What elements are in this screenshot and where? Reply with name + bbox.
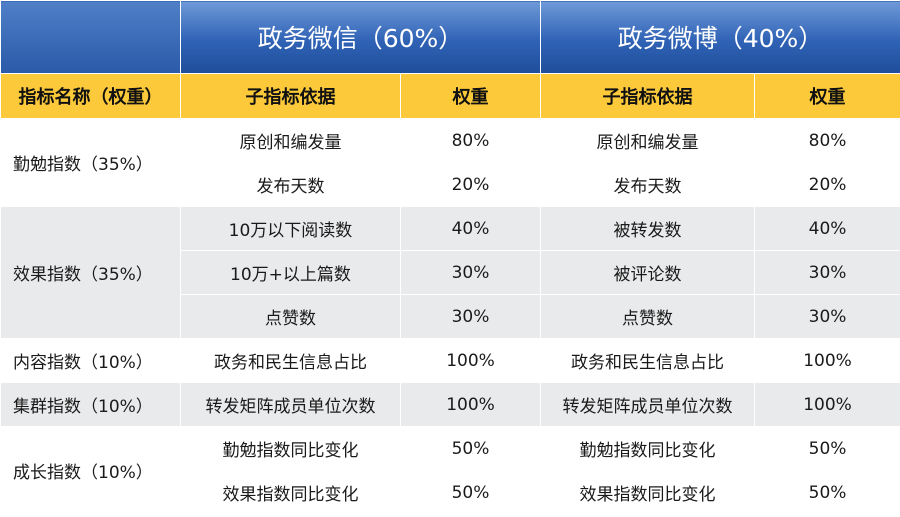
column-header-row: 指标名称（权重） 子指标依据 权重 子指标依据 权重 <box>0 73 900 119</box>
table-row: 勤勉指数（35%） 原创和编发量 80% 原创和编发量 80% <box>0 118 900 207</box>
wechat-sub-indicator: 效果指数同比变化 <box>180 470 401 515</box>
weibo-weight: 100% <box>754 382 900 427</box>
wechat-sub-indicator: 10万+以上篇数 <box>180 250 401 295</box>
weibo-weight: 30% <box>754 250 900 295</box>
wechat-sub-indicator: 政务和民生信息占比 <box>180 338 401 383</box>
wechat-weight: 30% <box>399 294 542 339</box>
table-row: 内容指数（10%） 政务和民生信息占比 100% 政务和民生信息占比 100% <box>0 338 900 383</box>
weibo-sub-indicator: 原创和编发量 <box>540 118 756 163</box>
weibo-weight: 30% <box>754 294 900 339</box>
wechat-weight: 100% <box>399 338 542 383</box>
table-row: 成长指数（10%） 勤勉指数同比变化 50% 勤勉指数同比变化 50% <box>0 426 900 515</box>
wechat-weight: 20% <box>399 162 542 207</box>
table-row: 效果指数（35%） 10万以下阅读数 40% 被转发数 40% <box>0 206 900 339</box>
group-name-effect: 效果指数（35%） <box>0 206 181 339</box>
weibo-sub-indicator: 转发矩阵成员单位次数 <box>540 382 756 427</box>
weibo-sub-indicator: 点赞数 <box>540 294 756 339</box>
wechat-basis-header: 子指标依据 <box>180 73 401 119</box>
wechat-sub-indicator: 勤勉指数同比变化 <box>180 426 401 471</box>
wechat-weight: 50% <box>399 470 542 515</box>
weibo-header: 政务微博（40%） <box>540 0 900 74</box>
wechat-weight: 50% <box>399 426 542 471</box>
wechat-weight: 30% <box>399 250 542 295</box>
table-row: 集群指数（10%） 转发矩阵成员单位次数 100% 转发矩阵成员单位次数 100… <box>0 382 900 427</box>
weibo-sub-indicator: 效果指数同比变化 <box>540 470 756 515</box>
indicator-name-header: 指标名称（权重） <box>0 73 181 119</box>
weibo-sub-indicator: 政务和民生信息占比 <box>540 338 756 383</box>
group-name-cluster: 集群指数（10%） <box>0 382 181 427</box>
wechat-weight: 40% <box>399 206 542 251</box>
platform-header-row: 政务微信（60%） 政务微博（40%） <box>0 0 900 74</box>
wechat-sub-indicator: 点赞数 <box>180 294 401 339</box>
group-name-content: 内容指数（10%） <box>0 338 181 383</box>
wechat-weight: 100% <box>399 382 542 427</box>
wechat-weight: 80% <box>399 118 542 163</box>
group-name-diligence: 勤勉指数（35%） <box>0 118 181 207</box>
wechat-weight-header: 权重 <box>399 73 542 119</box>
weibo-weight: 50% <box>754 426 900 471</box>
weibo-weight: 80% <box>754 118 900 163</box>
weibo-sub-indicator: 被评论数 <box>540 250 756 295</box>
weibo-weight: 50% <box>754 470 900 515</box>
weibo-weight: 20% <box>754 162 900 207</box>
group-name-growth: 成长指数（10%） <box>0 426 181 515</box>
weibo-sub-indicator: 勤勉指数同比变化 <box>540 426 756 471</box>
corner-cell <box>0 0 181 74</box>
weibo-basis-header: 子指标依据 <box>540 73 756 119</box>
wechat-sub-indicator: 发布天数 <box>180 162 401 207</box>
weibo-sub-indicator: 被转发数 <box>540 206 756 251</box>
weibo-sub-indicator: 发布天数 <box>540 162 756 207</box>
table-row: 发布天数 20% 发布天数 20% <box>0 162 900 207</box>
wechat-sub-indicator: 转发矩阵成员单位次数 <box>180 382 401 427</box>
weibo-weight: 40% <box>754 206 900 251</box>
weibo-weight-header: 权重 <box>754 73 900 119</box>
wechat-header: 政务微信（60%） <box>179 0 542 74</box>
weibo-weight: 100% <box>754 338 900 383</box>
wechat-sub-indicator: 原创和编发量 <box>180 118 401 163</box>
wechat-sub-indicator: 10万以下阅读数 <box>180 206 401 251</box>
